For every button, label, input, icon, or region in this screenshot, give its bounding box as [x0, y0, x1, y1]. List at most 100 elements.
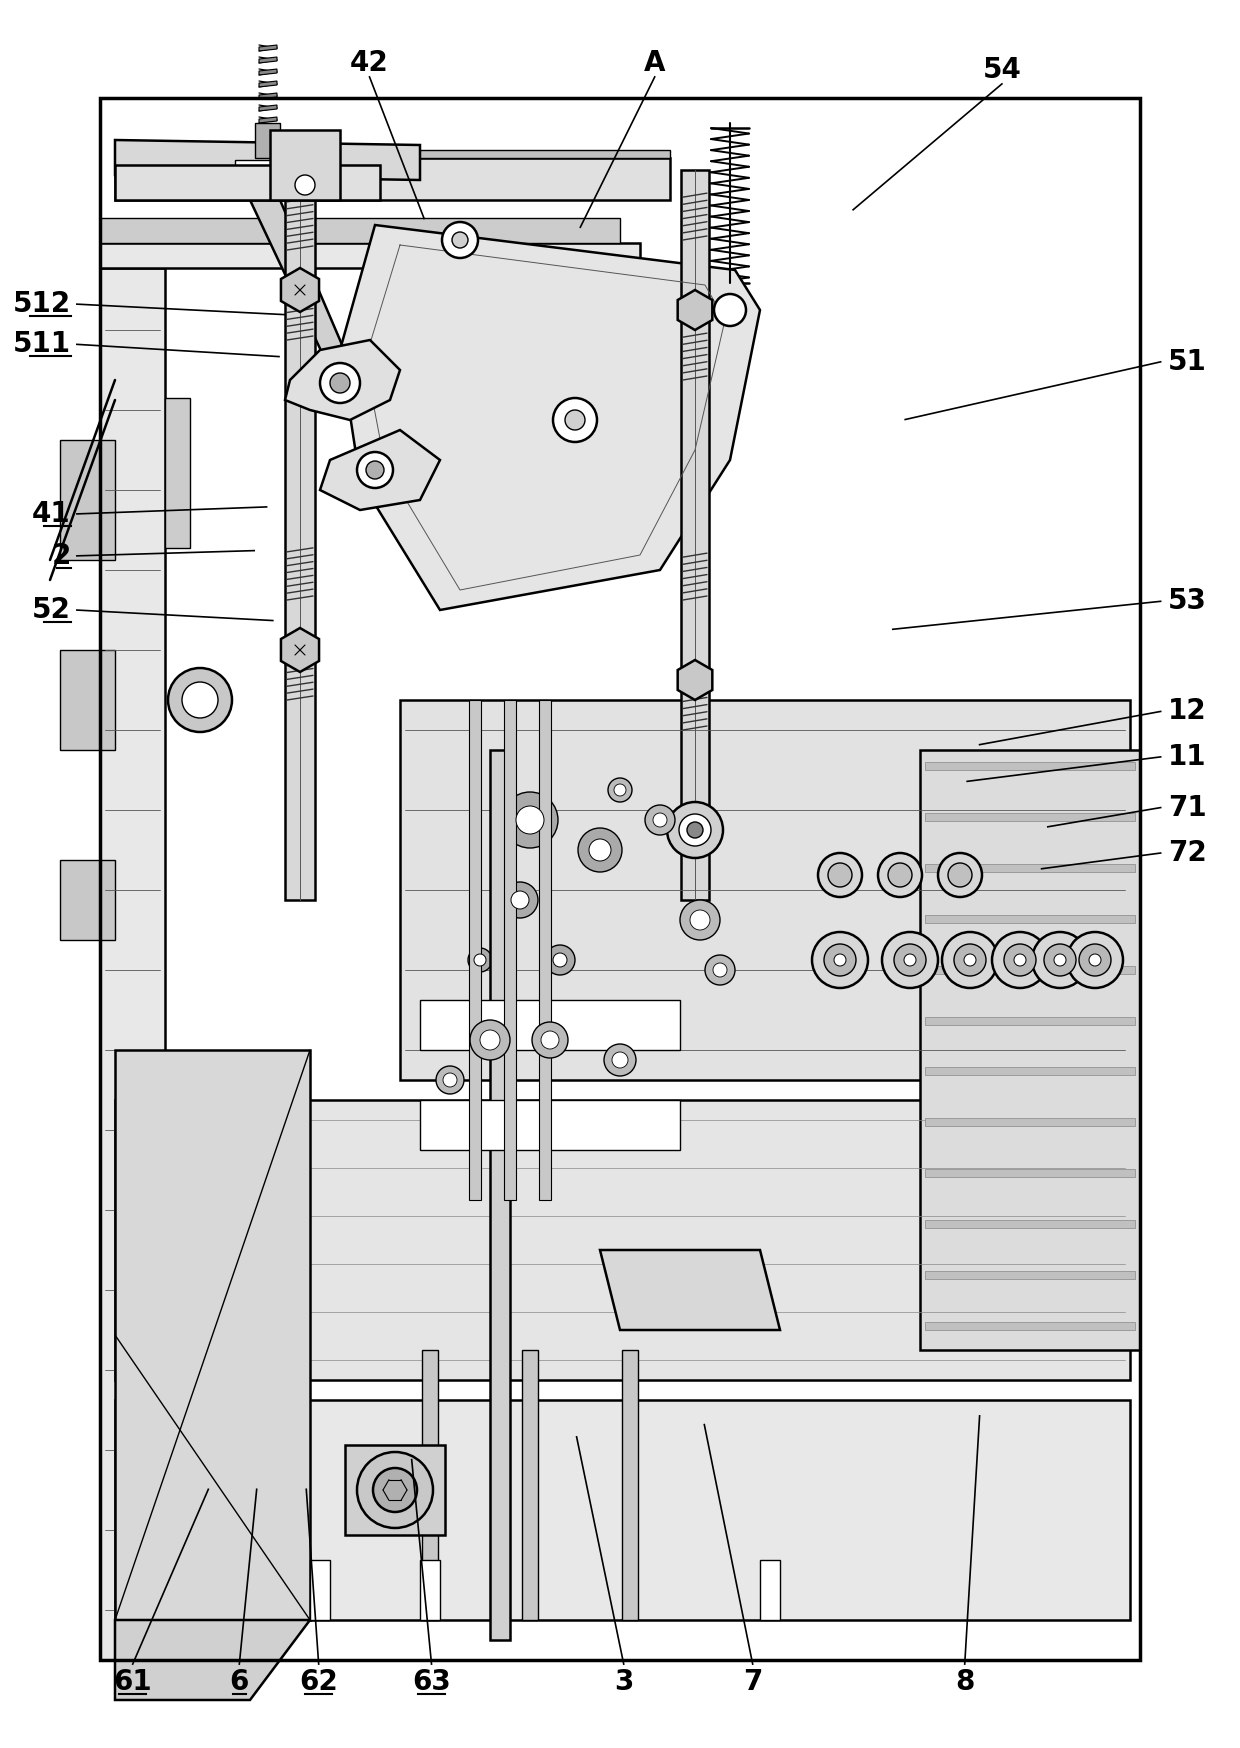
Polygon shape	[401, 699, 1130, 1080]
Circle shape	[502, 883, 538, 918]
Text: 42: 42	[350, 49, 389, 77]
Text: 72: 72	[1168, 839, 1207, 867]
Polygon shape	[522, 1349, 538, 1620]
Polygon shape	[925, 1220, 1135, 1229]
Circle shape	[835, 954, 846, 967]
Polygon shape	[285, 341, 401, 420]
Polygon shape	[285, 156, 315, 900]
Polygon shape	[60, 860, 115, 940]
Circle shape	[167, 668, 232, 732]
Polygon shape	[539, 699, 551, 1199]
Polygon shape	[925, 1321, 1135, 1330]
Circle shape	[714, 294, 746, 325]
Circle shape	[949, 864, 972, 886]
Circle shape	[653, 813, 667, 827]
Bar	[100, 98, 1140, 1661]
Polygon shape	[422, 1349, 438, 1620]
Polygon shape	[925, 914, 1135, 923]
Circle shape	[937, 853, 982, 897]
Polygon shape	[100, 267, 165, 1661]
Circle shape	[373, 1468, 417, 1512]
Circle shape	[904, 954, 916, 967]
Circle shape	[1089, 954, 1101, 967]
Circle shape	[882, 932, 937, 988]
Circle shape	[992, 932, 1048, 988]
Circle shape	[532, 1023, 568, 1058]
Text: 41: 41	[32, 500, 71, 528]
Polygon shape	[345, 1446, 445, 1535]
Circle shape	[320, 364, 360, 404]
Polygon shape	[259, 80, 277, 87]
Polygon shape	[469, 699, 481, 1199]
Text: 11: 11	[1168, 743, 1207, 771]
Text: 12: 12	[1168, 697, 1207, 725]
Polygon shape	[115, 1099, 1130, 1379]
Circle shape	[589, 839, 611, 862]
Text: 7: 7	[743, 1668, 763, 1696]
Circle shape	[689, 911, 711, 930]
Polygon shape	[255, 122, 280, 157]
Circle shape	[825, 944, 856, 975]
Polygon shape	[60, 440, 115, 559]
Polygon shape	[115, 150, 670, 157]
Polygon shape	[310, 1559, 330, 1620]
Circle shape	[516, 806, 544, 834]
Circle shape	[182, 682, 218, 718]
Polygon shape	[60, 650, 115, 750]
Circle shape	[888, 864, 911, 886]
Circle shape	[357, 1453, 433, 1528]
Circle shape	[645, 806, 675, 836]
Circle shape	[680, 900, 720, 940]
Text: 51: 51	[1168, 348, 1207, 376]
Polygon shape	[600, 1250, 780, 1330]
Circle shape	[470, 1021, 510, 1059]
Circle shape	[1079, 944, 1111, 975]
Circle shape	[828, 864, 852, 886]
Text: 2: 2	[51, 542, 71, 570]
Circle shape	[894, 944, 926, 975]
Circle shape	[614, 785, 626, 795]
Polygon shape	[281, 267, 319, 311]
Polygon shape	[165, 399, 190, 549]
Circle shape	[812, 932, 868, 988]
Polygon shape	[320, 430, 440, 510]
Polygon shape	[503, 699, 516, 1199]
Circle shape	[330, 372, 350, 393]
Circle shape	[1044, 944, 1076, 975]
Circle shape	[1014, 954, 1025, 967]
Polygon shape	[115, 1051, 310, 1620]
Polygon shape	[259, 105, 277, 112]
Polygon shape	[259, 58, 277, 63]
Circle shape	[1004, 944, 1035, 975]
Circle shape	[818, 853, 862, 897]
Circle shape	[565, 411, 585, 430]
Polygon shape	[259, 117, 277, 122]
Polygon shape	[115, 140, 420, 180]
Polygon shape	[925, 1119, 1135, 1126]
Circle shape	[878, 853, 923, 897]
Polygon shape	[925, 1068, 1135, 1075]
Circle shape	[441, 222, 477, 259]
Circle shape	[604, 1044, 636, 1077]
Polygon shape	[236, 161, 305, 198]
Text: 6: 6	[229, 1668, 249, 1696]
Bar	[100, 98, 1140, 1661]
Circle shape	[706, 954, 735, 986]
Circle shape	[608, 778, 632, 802]
Polygon shape	[490, 750, 510, 1640]
Circle shape	[366, 461, 384, 479]
Circle shape	[295, 175, 315, 196]
Polygon shape	[925, 864, 1135, 872]
Polygon shape	[281, 628, 319, 671]
Polygon shape	[420, 1559, 440, 1620]
Polygon shape	[622, 1349, 639, 1620]
Polygon shape	[115, 1400, 1130, 1620]
Polygon shape	[760, 1559, 780, 1620]
Text: 3: 3	[614, 1668, 634, 1696]
Polygon shape	[420, 1099, 680, 1150]
Circle shape	[667, 802, 723, 858]
Circle shape	[578, 829, 622, 872]
Circle shape	[613, 1052, 627, 1068]
Polygon shape	[925, 965, 1135, 974]
Polygon shape	[115, 157, 670, 199]
